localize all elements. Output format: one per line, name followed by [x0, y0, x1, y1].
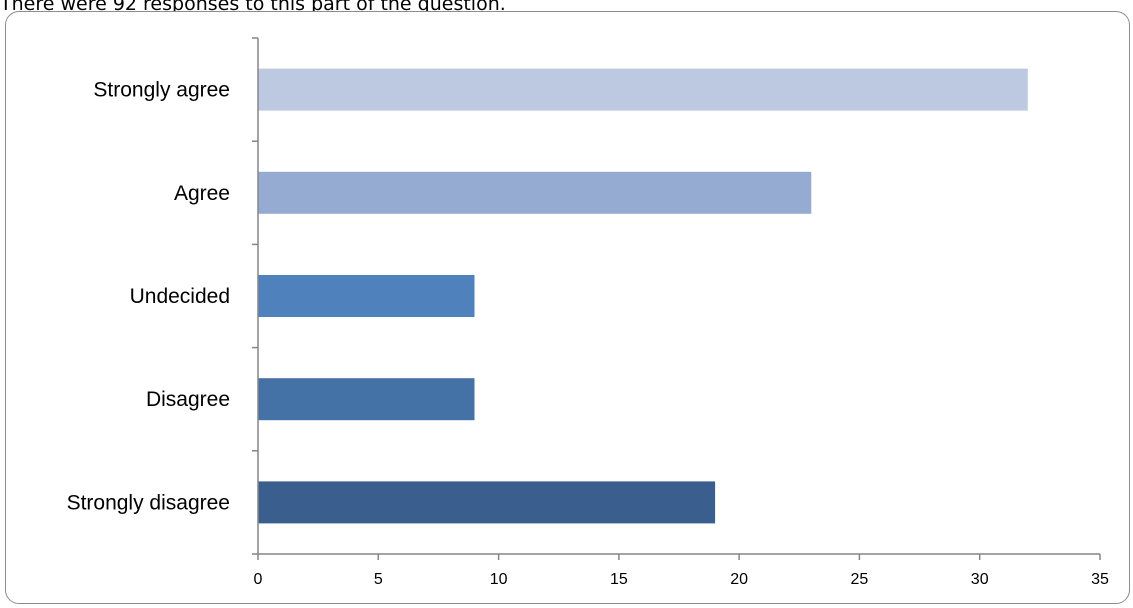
- x-tick-label: 30: [971, 571, 989, 588]
- bar-agree: [258, 171, 812, 214]
- category-label: Undecided: [130, 285, 230, 308]
- labels-group: Strongly agree Agree Undecided Disagree Stro…: [67, 79, 1109, 588]
- x-tick-label: 25: [851, 571, 869, 588]
- bar-disagree: [258, 378, 475, 421]
- category-label: Strongly agree: [93, 79, 230, 102]
- category-label: Agree: [174, 182, 230, 205]
- x-tick-label: 5: [374, 571, 383, 588]
- bar-strongly-agree: [258, 68, 1028, 111]
- bar-undecided: [258, 275, 475, 317]
- axes-group: [252, 37, 1101, 560]
- bar-strongly-disagree: [258, 481, 716, 524]
- category-label: Disagree: [146, 388, 230, 411]
- category-label: Strongly disagree: [67, 491, 230, 514]
- x-tick-label: 35: [1091, 571, 1109, 588]
- x-tick-label: 0: [254, 571, 263, 588]
- x-tick-label: 15: [610, 571, 628, 588]
- x-tick-label: 20: [730, 571, 748, 588]
- bars-group: [258, 68, 1028, 524]
- x-tick-label: 10: [490, 571, 508, 588]
